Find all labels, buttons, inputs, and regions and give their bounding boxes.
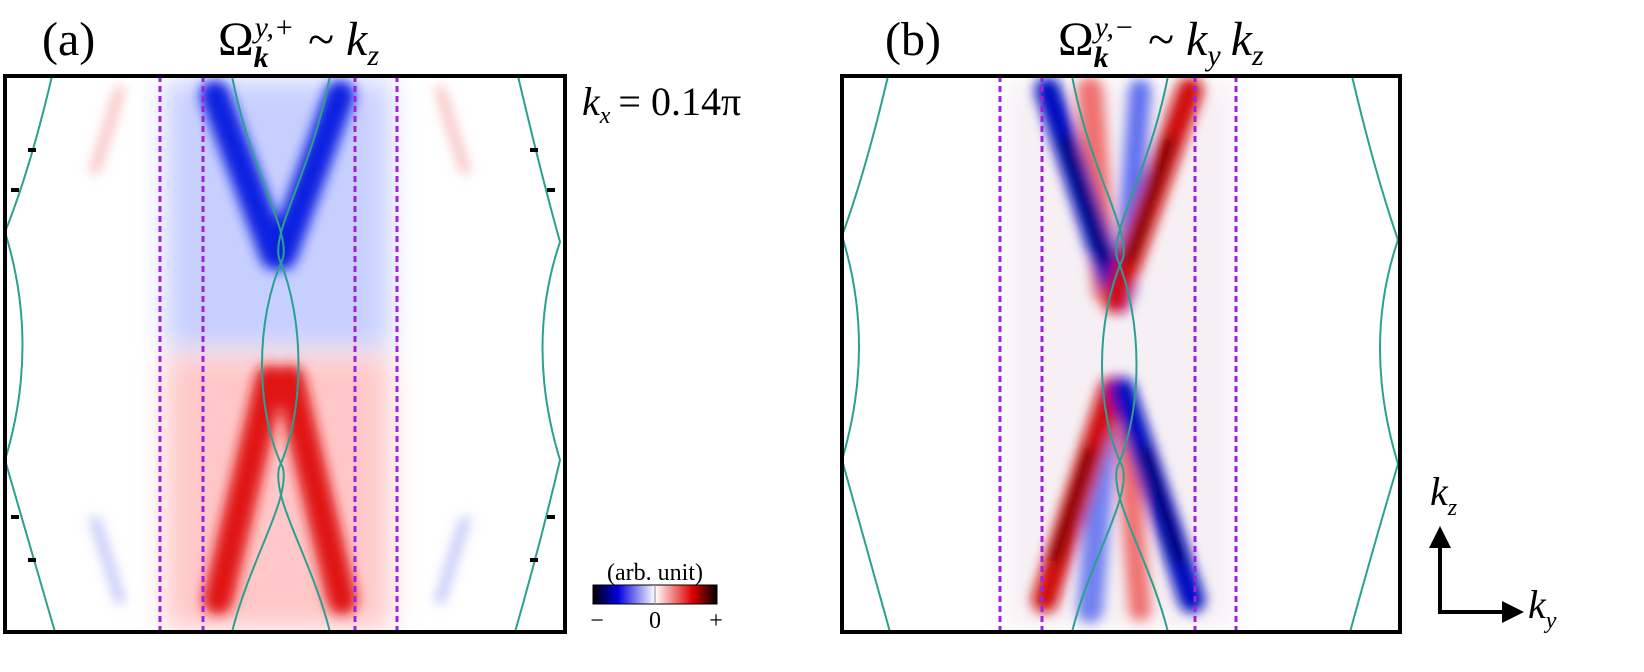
subscript: z (366, 39, 379, 72)
relation: ~ (1148, 13, 1174, 66)
superscript: y,− (1092, 11, 1134, 44)
heatmap-a (5, 76, 565, 632)
dashed-lines (158, 76, 1238, 632)
tick-marks (11, 148, 555, 562)
symbol: Ω (218, 13, 254, 66)
relation: ~ (308, 13, 334, 66)
variable: k (1528, 582, 1547, 627)
subscript: y (1204, 39, 1221, 72)
heatmap-b (842, 76, 1400, 632)
subscript: k (254, 41, 269, 74)
colorbar-title: (arb. unit) (607, 560, 703, 586)
subscript: z (1447, 495, 1458, 521)
variable: k (346, 13, 369, 66)
axis-label: kz (1430, 469, 1458, 521)
annotation-text: = 0.14π (618, 79, 741, 124)
axis-label: ky (1528, 582, 1557, 634)
subscript: x (599, 103, 611, 129)
variable: k (1231, 13, 1254, 66)
annotation: kx = 0.14π (582, 79, 741, 129)
panel-label: (a) (42, 13, 95, 66)
panel-title: Ωky,− ~ ky kz (1058, 11, 1264, 74)
superscript: y,+ (252, 11, 294, 44)
colorbar-label: 0 (649, 608, 661, 634)
axis-arrows (1429, 526, 1524, 623)
variable: k (582, 79, 601, 124)
symbol: Ω (1058, 13, 1094, 66)
subscript: z (1251, 39, 1264, 72)
variable: k (1186, 13, 1209, 66)
panel-frame (840, 74, 1402, 634)
subscript: y (1544, 608, 1557, 634)
colorbar-label: + (709, 608, 723, 634)
colorbar-label: − (590, 608, 604, 634)
variable: k (1430, 469, 1449, 514)
subscript: k (1094, 41, 1109, 74)
panel-title: Ωky,+ ~ kz (218, 11, 379, 74)
panel-label: (b) (885, 13, 941, 66)
panel-frame (3, 74, 567, 634)
fermi-curves (3, 75, 1400, 633)
